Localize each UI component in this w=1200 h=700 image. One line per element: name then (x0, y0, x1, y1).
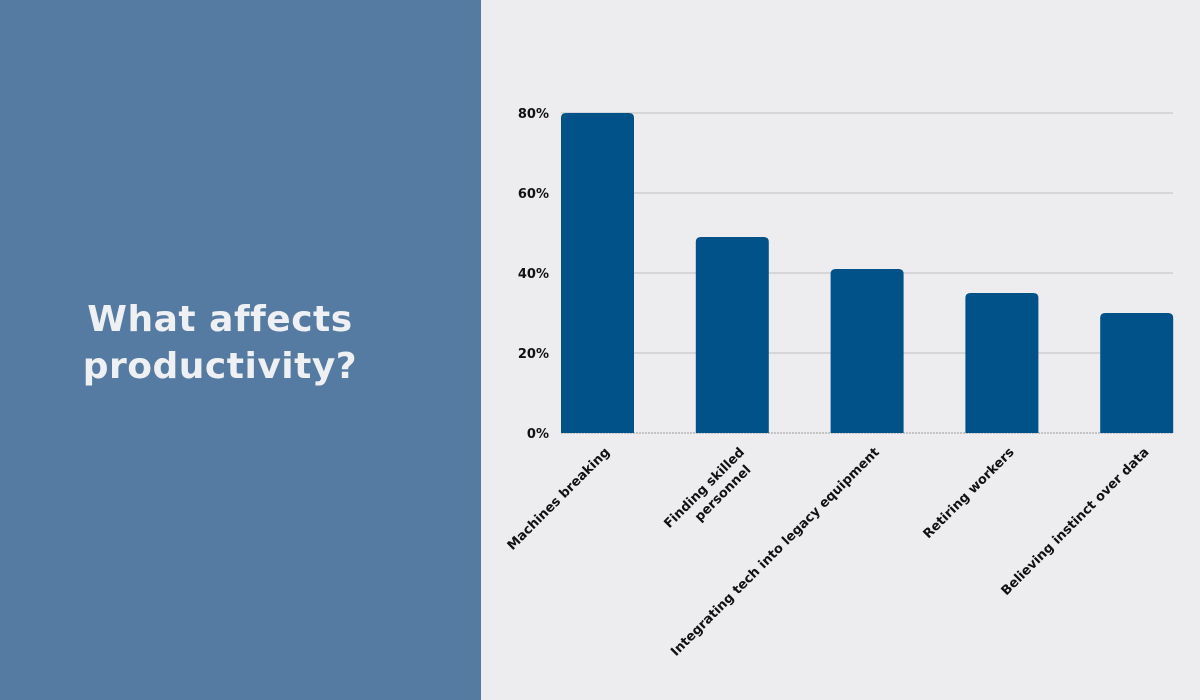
x-tick-label: Retiring workers (921, 445, 1018, 542)
bar (830, 269, 904, 433)
x-tick-label-group: Believing instinct over data (999, 445, 1153, 599)
x-tick-label: Integrating tech into legacy equipment (668, 445, 882, 659)
y-tick-label: 80% (518, 107, 549, 122)
x-tick-label-group: Finding skilledpersonnel (661, 445, 760, 544)
x-tick-label-group: Machines breaking (505, 445, 613, 553)
page-title: What affects productivity? (0, 296, 440, 390)
bar (1100, 313, 1174, 433)
y-tick-label: 60% (518, 187, 549, 202)
x-tick-label-line: Believing instinct over data (999, 445, 1153, 599)
y-tick-label: 0% (527, 427, 549, 442)
title-line-1: What affects (87, 299, 353, 340)
bar (695, 237, 769, 433)
y-tick-label: 40% (518, 267, 549, 282)
title-line-2: productivity? (82, 346, 358, 387)
title-panel: What affects productivity? (0, 0, 481, 700)
x-tick-label: Believing instinct over data (999, 445, 1153, 599)
bar (561, 113, 634, 433)
x-tick-label-line: Integrating tech into legacy equipment (668, 445, 882, 659)
x-tick-label-group: Retiring workers (921, 445, 1018, 542)
y-tick-label: 20% (518, 347, 549, 362)
x-tick-label: Finding skilledpersonnel (661, 445, 760, 544)
x-tick-label: Machines breaking (505, 445, 613, 553)
x-tick-label-group: Integrating tech into legacy equipment (668, 445, 882, 659)
x-tick-label-line: Machines breaking (505, 445, 613, 553)
bar (965, 293, 1039, 433)
x-tick-label-line: Retiring workers (921, 445, 1018, 542)
